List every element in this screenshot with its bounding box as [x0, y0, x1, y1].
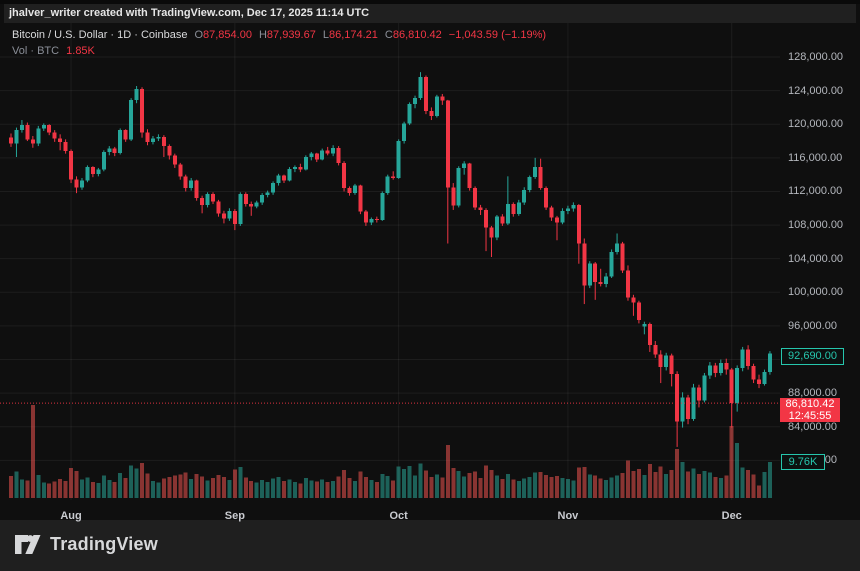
- chart-panel[interactable]: Bitcoin / U.S. Dollar · 1D · Coinbase O87…: [0, 23, 860, 522]
- close-prefix: C: [384, 29, 393, 41]
- last-volume-text: 9.76K: [788, 456, 818, 469]
- current-price-text: 86,810.42: [785, 398, 835, 411]
- price-axis-label: 116,000.00: [788, 151, 843, 164]
- tradingview-logo-icon: [15, 535, 41, 554]
- legend-row-ohlc: Bitcoin / U.S. Dollar · 1D · Coinbase O87…: [12, 29, 546, 41]
- footer-bar: TradingView: [0, 520, 860, 571]
- time-axis-label: Sep: [224, 510, 245, 522]
- attribution-text: jhalver_writer created with TradingView.…: [9, 7, 370, 19]
- volume-value: 1.85K: [66, 45, 95, 57]
- close-value: 86,810.42: [392, 29, 442, 41]
- last-close-price-label: 92,690.00: [781, 347, 844, 365]
- price-axis-label: 96,000.00: [788, 319, 837, 332]
- price-axis-label: 84,000.00: [788, 420, 837, 433]
- price-axis-label: 112,000.00: [788, 185, 843, 198]
- last-volume-label: 9.76K: [781, 454, 825, 471]
- price-axis-label: 128,000.00: [788, 51, 844, 63]
- high-prefix: H: [258, 29, 267, 41]
- low-value: 86,174.21: [328, 29, 378, 41]
- legend-row-volume: Vol · BTC 1.85K: [12, 45, 546, 57]
- time-axis-label: Nov: [557, 510, 579, 522]
- bar-countdown-text: 12:45:55: [788, 410, 832, 423]
- price-axis-label: 120,000.00: [788, 118, 844, 131]
- tradingview-logo-text: TradingView: [50, 534, 158, 554]
- high-value: 87,939.67: [266, 29, 316, 41]
- price-axis-label: 104,000.00: [788, 252, 844, 265]
- change-value: −1,043.59 (−1.19%): [448, 29, 547, 41]
- top-strip: [0, 0, 860, 4]
- candlestick-chart[interactable]: [0, 23, 860, 520]
- time-axis-label: Oct: [389, 510, 408, 522]
- volume-label[interactable]: Vol · BTC: [12, 45, 60, 57]
- attribution-bar: jhalver_writer created with TradingView.…: [4, 4, 856, 23]
- chart-legend: Bitcoin / U.S. Dollar · 1D · Coinbase O87…: [12, 29, 546, 57]
- price-axis-label: 108,000.00: [788, 219, 844, 232]
- price-axis-label: 100,000.00: [788, 286, 844, 299]
- last-close-price-text: 92,690.00: [788, 349, 837, 362]
- current-price-label: 86,810.42 12:45:55: [780, 398, 840, 423]
- price-axis-label: 88,000.00: [788, 387, 837, 400]
- tradingview-logo[interactable]: TradingView: [14, 533, 158, 556]
- time-axis-label: Aug: [60, 510, 82, 522]
- low-prefix: L: [322, 29, 329, 41]
- time-axis-label: Dec: [721, 510, 742, 522]
- open-prefix: O: [194, 29, 204, 41]
- symbol-title[interactable]: Bitcoin / U.S. Dollar · 1D · Coinbase: [12, 29, 188, 41]
- open-value: 87,854.00: [203, 29, 252, 41]
- price-axis-label: 124,000.00: [788, 84, 844, 97]
